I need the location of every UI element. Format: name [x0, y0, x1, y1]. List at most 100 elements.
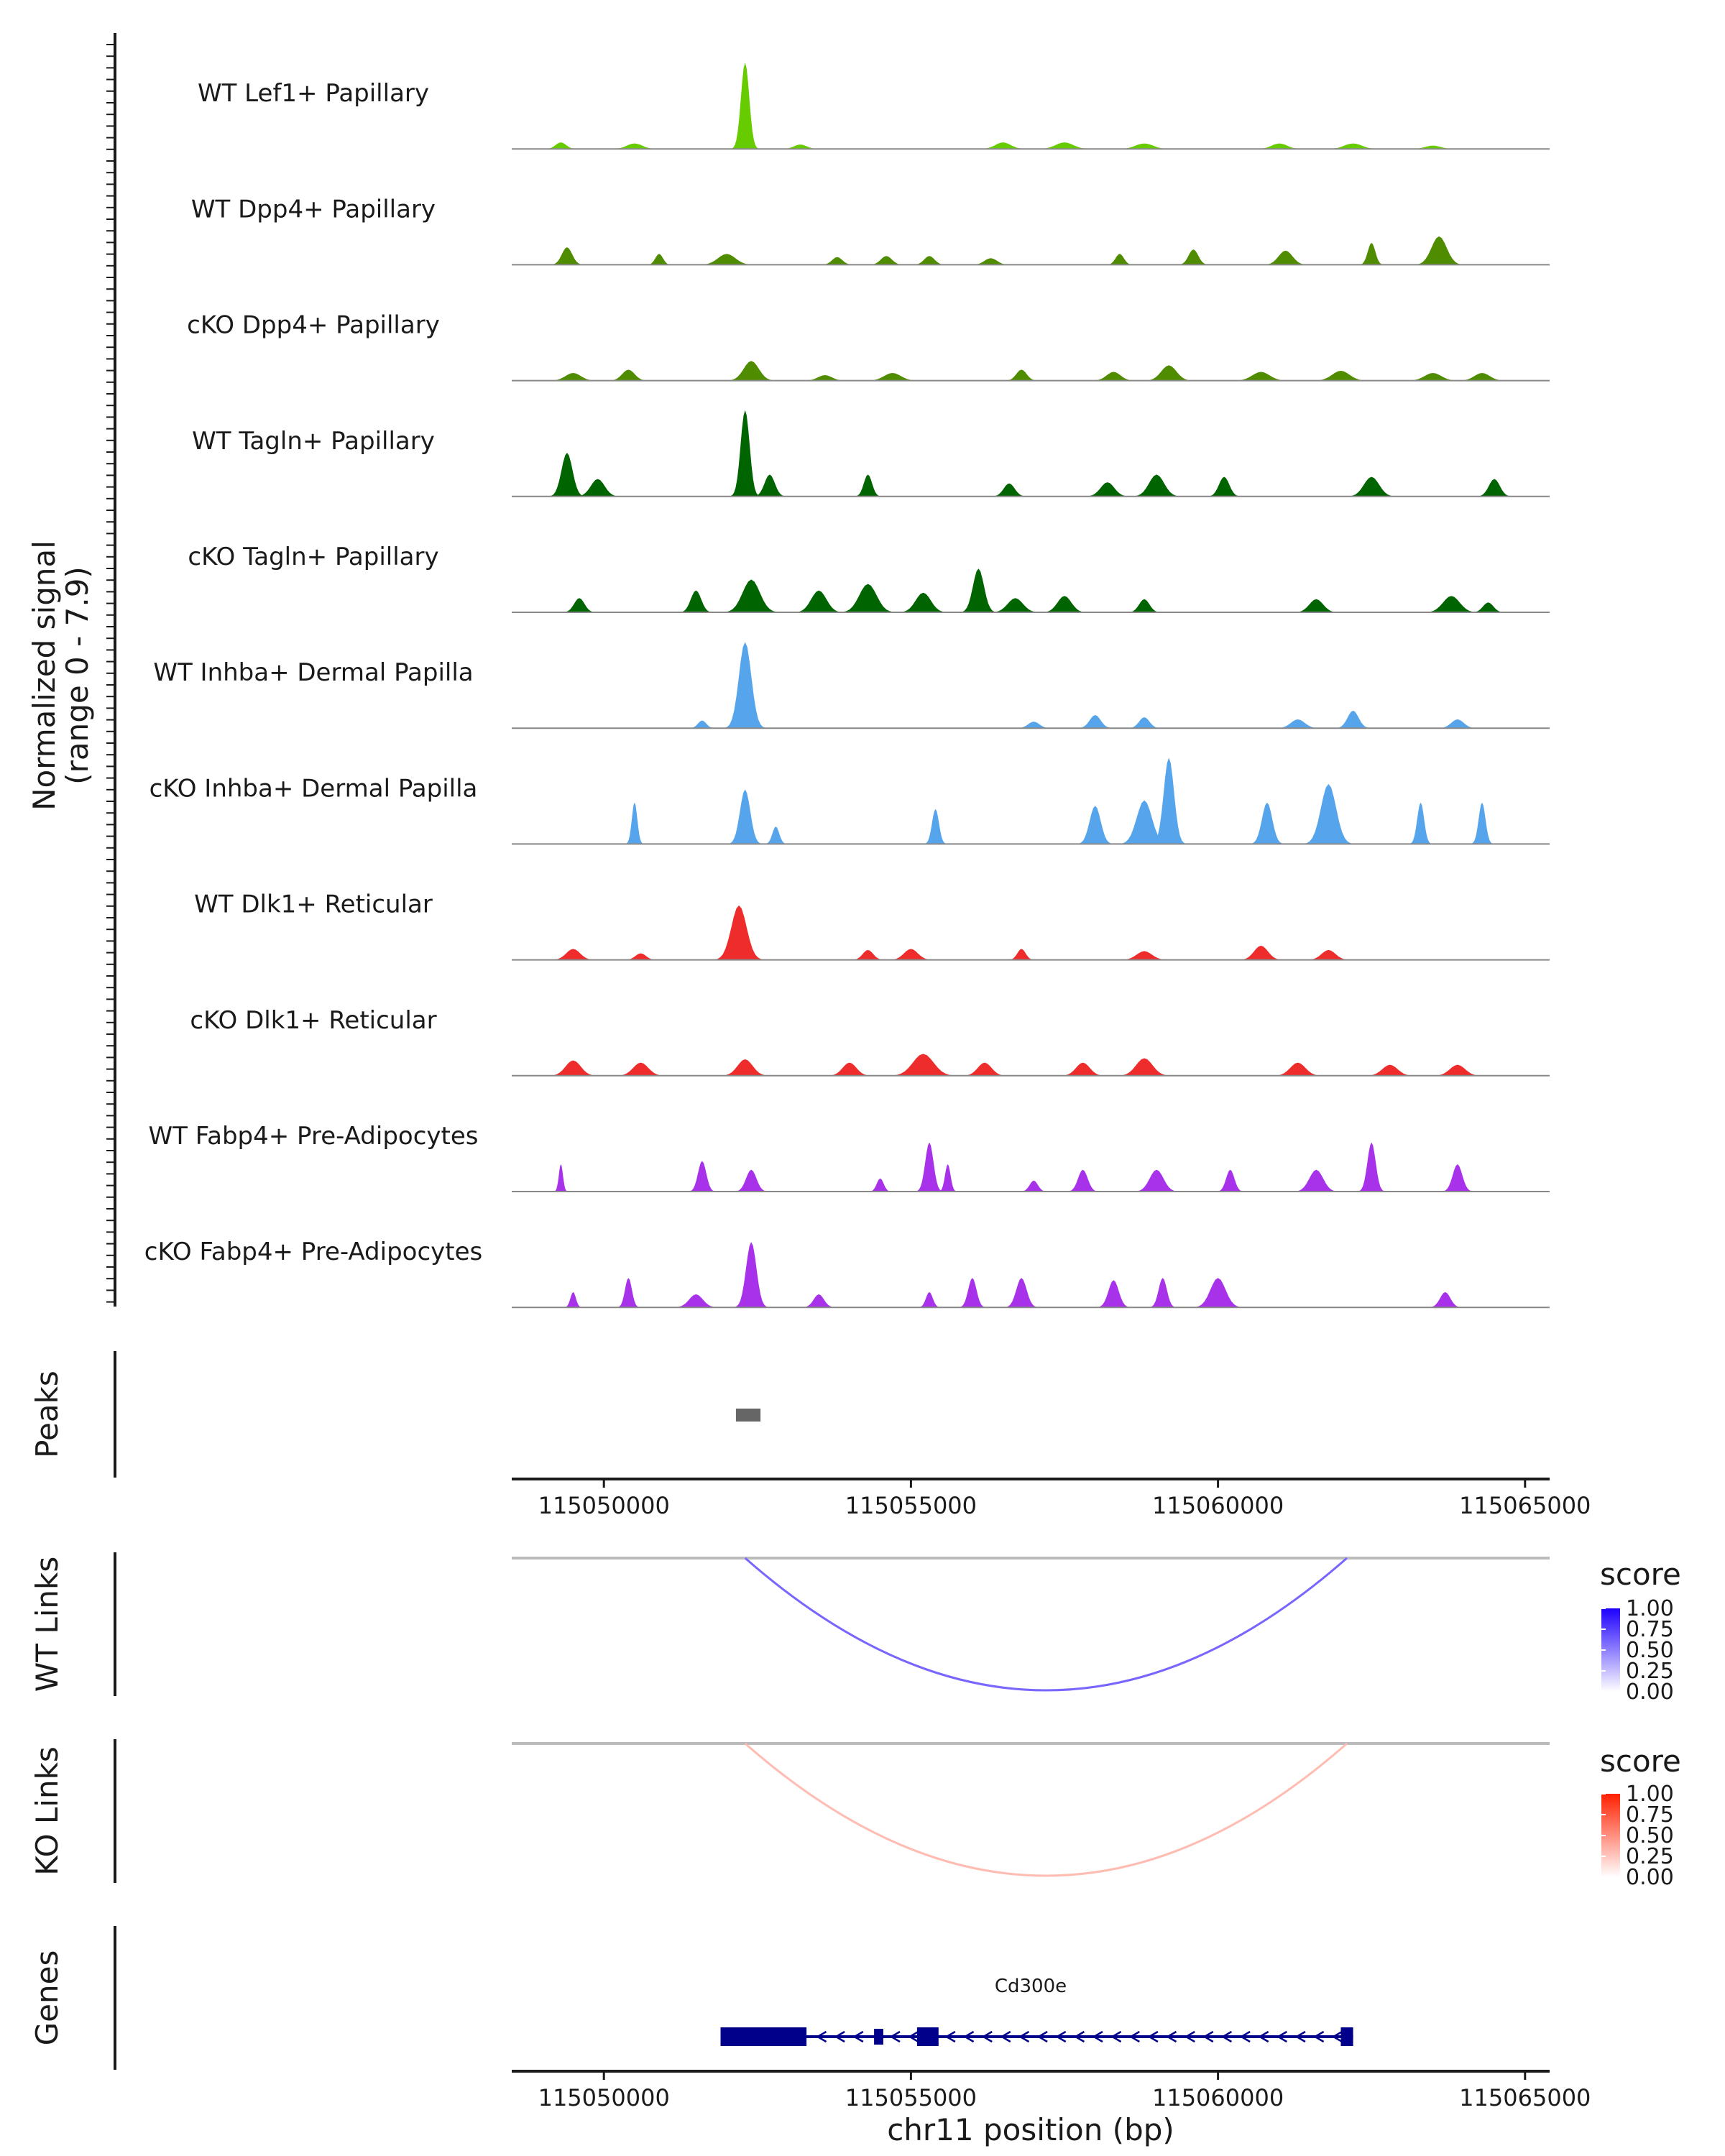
coverage-peak: [606, 369, 651, 381]
coverage-peak: [613, 1062, 668, 1076]
coverage-peak: [1271, 1062, 1325, 1076]
strand-arrow: [1202, 2030, 1214, 2043]
ko-links-track: [512, 1742, 1550, 1877]
coverage-peak: [1215, 1169, 1246, 1192]
ko-links-legend-title: score: [1600, 1743, 1681, 1779]
coverage-peak: [1117, 951, 1172, 960]
coverage-peak: [732, 1242, 770, 1308]
coverage-peak: [1301, 783, 1356, 844]
x-axis-title: chr11 position (bp): [887, 2112, 1174, 2147]
coverage-track: cKO Inhba+ Dermal Papilla: [150, 757, 1550, 845]
coverage-peak: [1126, 717, 1163, 729]
coverage-peak: [677, 590, 714, 612]
coverage-peak: [687, 1161, 717, 1192]
coverage-peak: [1403, 373, 1463, 381]
strand-arrow: [963, 2030, 975, 2043]
coverage-track: WT Dlk1+ Reticular: [194, 890, 1550, 961]
link-arc: [744, 1557, 1348, 1692]
track-label: WT Dlk1+ Reticular: [194, 890, 433, 919]
coverage-peak: [1363, 1064, 1417, 1076]
strand-arrow: [1000, 2030, 1011, 2043]
coverage-peak: [1148, 1278, 1178, 1308]
strand-arrow: [1239, 2030, 1251, 2043]
coverage-peak: [722, 642, 768, 729]
coverage-peak: [1126, 599, 1163, 612]
coverage-peak: [732, 1169, 770, 1192]
coverage-peak: [911, 256, 948, 265]
legend-tick-label: 1.00: [1626, 1596, 1674, 1621]
gene-name-label: Cd300e: [995, 1976, 1067, 1997]
coverage-peak: [1205, 476, 1243, 497]
coverage-peak: [1474, 479, 1514, 497]
coverage-peak: [853, 474, 883, 497]
x-axis-bottom: 115050000 115055000 115060000 115065000: [512, 2070, 1591, 2111]
coverage-peak: [696, 254, 758, 265]
coverage-peak: [1430, 1064, 1485, 1076]
track-label: WT Tagln+ Papillary: [192, 427, 435, 456]
coverage-peak: [976, 142, 1031, 149]
coverage-peak: [968, 258, 1013, 265]
coverage-peak: [837, 584, 899, 612]
track-label: cKO Dpp4+ Papillary: [187, 311, 440, 340]
ko-links-track-label: KO Links: [29, 1746, 65, 1876]
coverage-peak: [1039, 596, 1090, 612]
coverage-peak: [914, 1142, 944, 1192]
gene-exon: [1340, 2027, 1353, 2046]
coverage-peak: [1150, 757, 1187, 844]
legend-tick-label: 1.00: [1626, 1782, 1674, 1807]
strand-arrow: [1331, 2030, 1343, 2043]
strand-arrow: [1018, 2030, 1030, 2043]
coverage-peak: [868, 1178, 893, 1192]
wt-links-track: [512, 1557, 1550, 1692]
coverage-peak: [1095, 1280, 1132, 1308]
gene-model: [720, 2027, 1353, 2046]
coverage-peak: [546, 1060, 600, 1076]
coverage-peak: [1065, 1169, 1100, 1192]
x-tick-label: 115055000: [845, 1492, 977, 1519]
coverage-peak: [548, 247, 586, 265]
legend-tick-label: 0.50: [1626, 1638, 1674, 1663]
coverage-peak: [1089, 372, 1138, 381]
legend-tick-label: 0.00: [1626, 1680, 1674, 1705]
coverage-peak: [1003, 1278, 1040, 1308]
coverage-peak: [1034, 142, 1095, 149]
coverage-peak: [1273, 719, 1322, 729]
coverage-peak: [1358, 243, 1385, 265]
coverage-peak: [800, 1294, 837, 1308]
peaks-track: [735, 1409, 761, 1422]
legend-tick-label: 0.00: [1626, 1865, 1674, 1890]
coverage-peak: [1248, 802, 1286, 844]
coverage-peak: [616, 1278, 641, 1308]
strand-arrow: [908, 2030, 919, 2043]
coverage-peak: [727, 789, 764, 844]
gene-exon: [916, 2027, 939, 2046]
coverage-peak: [1408, 802, 1433, 844]
coverage-peak: [1141, 365, 1196, 381]
legend-tick-label: 0.50: [1626, 1823, 1674, 1848]
coverage-track: cKO Dpp4+ Papillary: [187, 311, 1550, 382]
coverage-tracks: WT Lef1+ Papillary WT Dpp4+ Papillary cKO …: [144, 63, 1550, 1309]
strand-arrow: [1073, 2030, 1085, 2043]
strand-arrow: [1294, 2030, 1306, 2043]
coverage-peak: [607, 143, 662, 149]
coverage-peak: [1013, 722, 1054, 729]
y-axis-label-line2: (range 0 - 7.9): [60, 566, 95, 785]
coverage-track: WT Lef1+ Papillary: [198, 63, 1550, 150]
coverage-peak: [730, 63, 760, 149]
coverage-peak: [959, 568, 998, 612]
track-label: WT Lef1+ Papillary: [198, 79, 429, 108]
gene-exon: [720, 2027, 807, 2046]
genes-track-label: Genes: [29, 1950, 65, 2046]
x-tick-label: 115065000: [1459, 2084, 1591, 2111]
track-label: WT Inhba+ Dermal Papilla: [153, 658, 473, 687]
coverage-peak: [957, 1278, 988, 1308]
strand-arrow: [816, 2030, 827, 2043]
strand-arrow: [1147, 2030, 1159, 2043]
track-label: cKO Inhba+ Dermal Papilla: [150, 774, 478, 803]
x-tick-label: 115065000: [1459, 1492, 1591, 1519]
coverage-peak: [866, 256, 906, 265]
coverage-peak: [1406, 145, 1460, 149]
strand-arrow: [1258, 2030, 1269, 2043]
strand-arrow: [1036, 2030, 1048, 2043]
